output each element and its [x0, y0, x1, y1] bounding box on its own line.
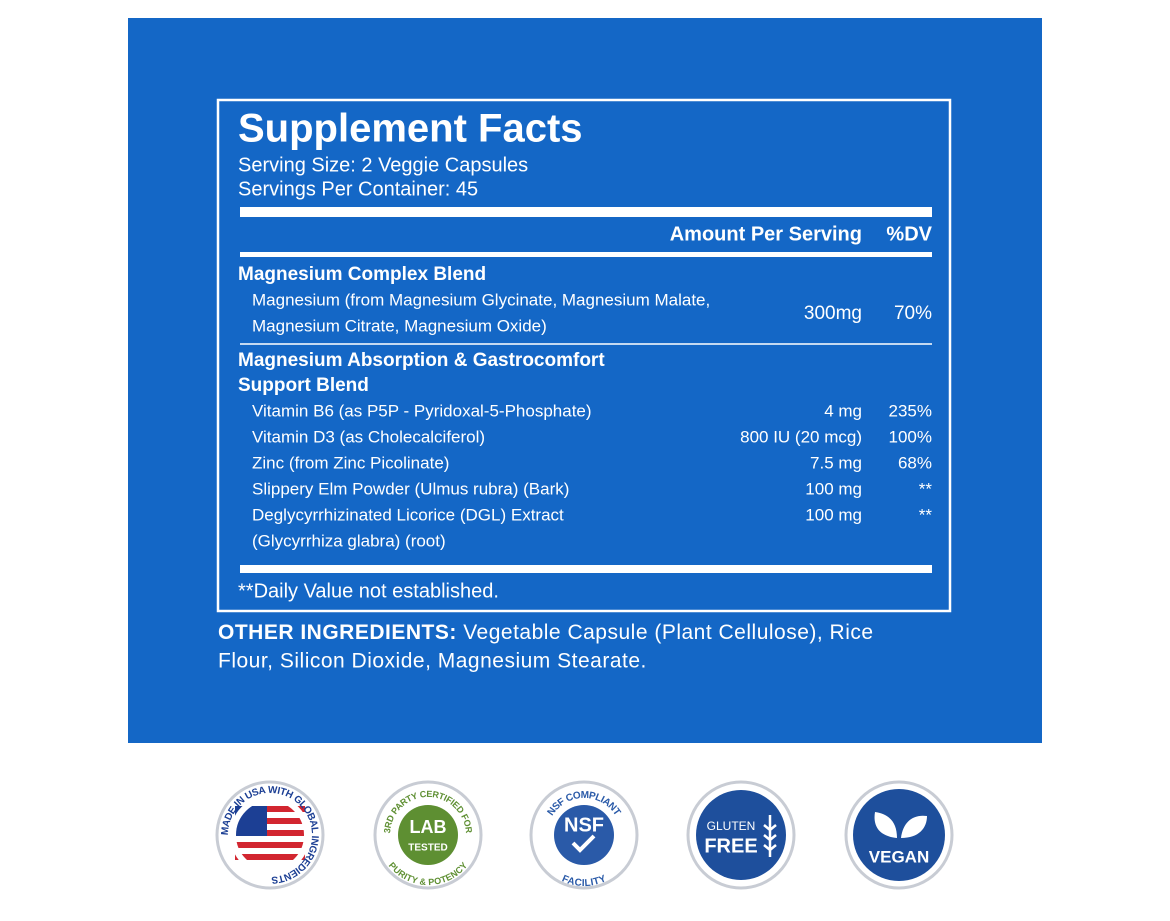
badge-gluten-free: GLUTEN FREE	[686, 780, 796, 890]
daily-value: 100%	[889, 427, 932, 446]
medium-rule	[240, 252, 932, 257]
header-dv: %DV	[886, 223, 932, 245]
facts-box	[216, 98, 952, 613]
daily-value: 70%	[894, 303, 932, 324]
amount: 800 IU (20 mcg)	[740, 427, 862, 446]
ingredient-name: Slippery Elm Powder (Ulmus rubra) (Bark)	[252, 479, 569, 498]
amount: 7.5 mg	[810, 453, 862, 472]
badge-text: VEGAN	[869, 847, 929, 866]
daily-value: 68%	[898, 453, 932, 472]
svg-text:FACILITY: FACILITY	[560, 873, 608, 889]
serving-size: Serving Size: 2 Veggie Capsules	[238, 154, 528, 176]
servings-per-container: Servings Per Container: 45	[238, 178, 478, 200]
amount: 100 mg	[805, 479, 862, 498]
ingredient-name: Vitamin B6 (as P5P - Pyridoxal-5-Phospha…	[252, 401, 592, 420]
section-title: Magnesium Absorption & Gastrocomfort	[238, 350, 605, 371]
other-ingredients-text: Vegetable Capsule (Plant Cellulose), Ric…	[463, 621, 873, 644]
amount: 100 mg	[805, 505, 862, 524]
panel-background	[128, 18, 1042, 743]
footnote: **Daily Value not established.	[238, 580, 499, 602]
badge-lab: 3RD PARTY CERTIFIED FOR PURITY & POTENCY…	[373, 780, 483, 890]
thick-rule	[240, 207, 932, 217]
daily-value: 235%	[889, 401, 932, 420]
title: Supplement Facts	[238, 107, 583, 151]
facts: Supplement Facts Serving Size: 2 Veggie C…	[218, 107, 933, 673]
thick-rule	[240, 565, 932, 573]
section-title: Support Blend	[238, 375, 369, 396]
badge-nsf: NSF COMPLIANT FACILITY NSF	[529, 780, 639, 890]
badge-text: GLUTEN	[707, 819, 756, 833]
ingredient-name: Zinc (from Zinc Picolinate)	[252, 453, 449, 472]
badge-vegan: VEGAN	[844, 780, 954, 890]
other-ingredients-label: OTHER INGREDIENTS:	[218, 621, 457, 644]
ingredient-name: Magnesium Citrate, Magnesium Oxide)	[252, 316, 547, 335]
other-ingredients-text: Flour, Silicon Dioxide, Magnesium Steara…	[218, 650, 647, 673]
ingredient-name: Magnesium (from Magnesium Glycinate, Mag…	[252, 290, 710, 309]
other-ingredients: OTHER INGREDIENTS: Vegetable Capsule (Pl…	[218, 621, 874, 644]
ingredient-name: (Glycyrrhiza glabra) (root)	[252, 531, 446, 550]
badge-text: LAB	[410, 817, 447, 837]
amount: 4 mg	[824, 401, 862, 420]
header-amount: Amount Per Serving	[670, 223, 862, 245]
section-title: Magnesium Complex Blend	[238, 264, 486, 285]
badge-usa: MADE IN USA WITH GLOBAL INGREDIENTS	[215, 780, 325, 890]
badge-ring-text: FACILITY	[560, 873, 608, 889]
amount: 300mg	[804, 303, 862, 324]
daily-value: **	[919, 479, 933, 498]
ingredient-name: Vitamin D3 (as Cholecalciferol)	[252, 427, 485, 446]
badge-text: NSF	[564, 814, 604, 836]
ingredient-name: Deglycyrrhizinated Licorice (DGL) Extrac…	[252, 505, 564, 524]
badge-text: FREE	[704, 835, 757, 857]
badge-text: TESTED	[408, 843, 447, 854]
daily-value: **	[919, 505, 933, 524]
